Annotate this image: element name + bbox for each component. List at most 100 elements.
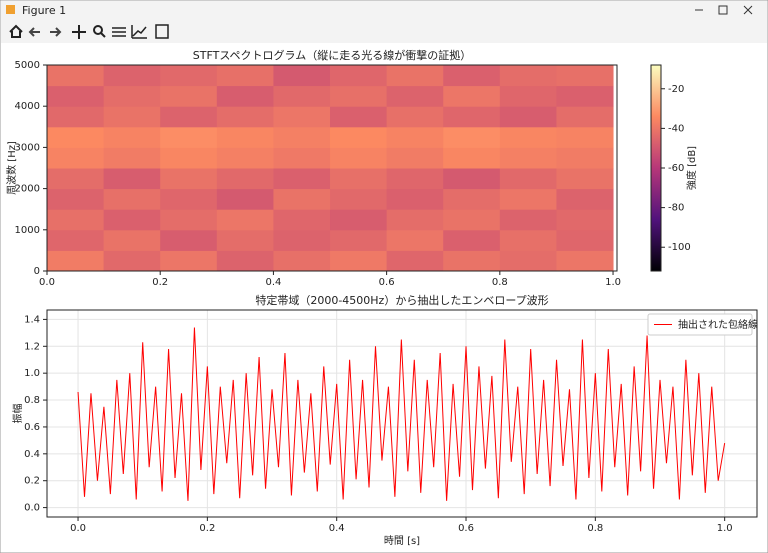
line-series <box>77 327 726 501</box>
forward-button[interactable] <box>50 27 62 37</box>
y-tick-label: 4000 <box>15 101 40 112</box>
window-title: Figure 1 <box>22 4 66 17</box>
heatmap-cell <box>330 65 388 87</box>
heatmap-cell <box>556 168 614 190</box>
heatmap-cell <box>160 147 218 169</box>
heatmap-cell <box>499 188 557 210</box>
heatmap-cell <box>273 229 331 251</box>
heatmap-cell <box>443 126 501 148</box>
heatmap-cell <box>47 168 105 190</box>
plot-frame <box>46 309 758 518</box>
heatmap-cell <box>330 250 388 272</box>
heatmap-cell <box>499 85 557 107</box>
x-tick-label: 1.0 <box>717 523 733 534</box>
heatmap-cell <box>443 85 501 107</box>
y-tick-label: 0.6 <box>24 422 40 433</box>
heatmap-cell <box>103 65 161 87</box>
x-tick-label: 0.0 <box>39 277 55 288</box>
heatmap-cell <box>499 147 557 169</box>
heatmap-cell <box>160 126 218 148</box>
heatmap-cell <box>160 188 218 210</box>
home-button[interactable] <box>9 24 23 38</box>
heatmap-cell <box>273 85 331 107</box>
heatmap-cell <box>386 65 444 87</box>
toolbar <box>1 21 767 43</box>
x-tick-label: 0.4 <box>329 523 345 534</box>
back-button[interactable] <box>28 27 40 37</box>
heatmap-cell <box>499 250 557 272</box>
chart-title: 特定帯域（2000-4500Hz）から抽出したエンベロープ波形 <box>255 293 548 307</box>
colorbar-tick-label: -40 <box>668 123 684 134</box>
y-axis-label: 振幅 <box>11 404 24 424</box>
x-tick-label: 0.8 <box>587 523 603 534</box>
heatmap-cell <box>160 209 218 231</box>
heatmap-cell <box>330 168 388 190</box>
y-tick-label: 1.4 <box>24 314 40 325</box>
title-bar <box>1 1 767 21</box>
x-tick-label: 0.4 <box>265 277 281 288</box>
configure-button[interactable] <box>112 27 126 37</box>
heatmap-cell <box>47 250 105 272</box>
legend: 抽出された包絡線 <box>647 313 758 336</box>
heatmap-cell <box>556 147 614 169</box>
heatmap-cell <box>386 168 444 190</box>
y-tick-label: 5000 <box>15 60 40 71</box>
heatmap-cell <box>499 168 557 190</box>
close-button[interactable] <box>743 5 753 15</box>
heatmap-cell <box>386 229 444 251</box>
legend-box <box>647 313 753 336</box>
x-tick-label: 0.8 <box>492 277 508 288</box>
heatmap-cell <box>103 106 161 128</box>
heatmap-cell <box>330 147 388 169</box>
heatmap-cell <box>160 85 218 107</box>
heatmap-cell <box>103 147 161 169</box>
heatmap-cell <box>273 147 331 169</box>
heatmap-cell <box>160 106 218 128</box>
heatmap-cell <box>386 126 444 148</box>
heatmap-cell <box>330 106 388 128</box>
pan-button[interactable] <box>72 25 86 39</box>
y-tick-label: 3000 <box>15 142 40 153</box>
heatmap-cell <box>160 229 218 251</box>
heatmap-cell <box>330 126 388 148</box>
heatmap-cell <box>47 209 105 231</box>
heatmap-cell <box>386 209 444 231</box>
y-tick-label: 0 <box>34 266 40 277</box>
heatmap-cell <box>160 168 218 190</box>
heatmap-cell <box>330 209 388 231</box>
heatmap-cell <box>330 229 388 251</box>
heatmap-cell <box>47 106 105 128</box>
heatmap-cell <box>499 106 557 128</box>
heatmap-cell <box>330 85 388 107</box>
heatmap-cell <box>556 229 614 251</box>
save-button[interactable] <box>155 24 169 39</box>
heatmap-cell <box>443 106 501 128</box>
colorbar-tick-label: -80 <box>668 203 684 214</box>
heatmap-cell <box>103 126 161 148</box>
heatmap-cell <box>160 65 218 87</box>
axes-button[interactable] <box>131 25 147 39</box>
heatmap-cell <box>103 209 161 231</box>
x-tick-label: 0.6 <box>458 523 474 534</box>
y-tick-label: 1.0 <box>24 368 40 379</box>
heatmap-cell <box>273 168 331 190</box>
heatmap-cell <box>103 250 161 272</box>
y-tick-label: 1.2 <box>24 341 40 352</box>
heatmap-cell <box>47 65 105 87</box>
envelope-chart: 0.0 0.2 0.4 0.6 0.8 1.0 0.0 0.2 0.4 0.6 0.8 1.0 1.2 1… <box>11 293 758 547</box>
heatmap-cell <box>216 106 274 128</box>
x-tick-label: 0.2 <box>199 523 215 534</box>
colorbar <box>650 64 662 272</box>
zoom-button[interactable] <box>93 25 106 38</box>
heatmap-cell <box>216 188 274 210</box>
heatmap-cell <box>556 85 614 107</box>
heatmap-cell <box>273 250 331 272</box>
heatmap-cell <box>47 147 105 169</box>
heatmap-cell <box>330 188 388 210</box>
colorbar-tick-label: -20 <box>668 84 684 95</box>
maximize-button[interactable] <box>718 5 728 15</box>
heatmap-cell <box>443 188 501 210</box>
heatmap-cell <box>273 188 331 210</box>
plot-frame <box>46 64 618 272</box>
heatmap-cell <box>556 250 614 272</box>
